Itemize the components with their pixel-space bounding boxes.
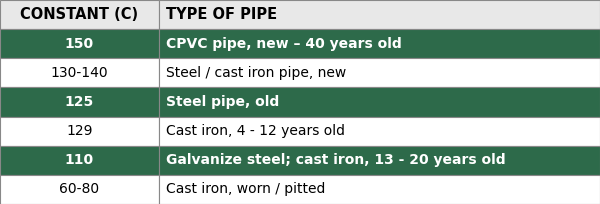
Bar — [0, 116, 159, 146]
Text: Steel / cast iron pipe, new: Steel / cast iron pipe, new — [166, 66, 346, 80]
Bar — [159, 88, 600, 116]
Bar — [159, 58, 600, 88]
Text: 110: 110 — [65, 153, 94, 167]
Text: CPVC pipe, new – 40 years old: CPVC pipe, new – 40 years old — [166, 37, 401, 51]
Bar — [0, 88, 159, 116]
Bar — [159, 116, 600, 146]
Text: 129: 129 — [66, 124, 93, 138]
Text: 60-80: 60-80 — [59, 182, 100, 196]
Bar — [159, 146, 600, 175]
Text: Cast iron, 4 - 12 years old: Cast iron, 4 - 12 years old — [166, 124, 344, 138]
Text: 130-140: 130-140 — [50, 66, 109, 80]
Bar — [0, 175, 159, 204]
Text: 125: 125 — [65, 95, 94, 109]
Bar — [159, 175, 600, 204]
Bar — [159, 0, 600, 29]
Text: CONSTANT (C): CONSTANT (C) — [20, 7, 139, 22]
Bar — [0, 58, 159, 88]
Bar — [0, 0, 159, 29]
Bar — [0, 146, 159, 175]
Text: TYPE OF PIPE: TYPE OF PIPE — [166, 7, 278, 22]
Bar — [159, 29, 600, 58]
Text: 150: 150 — [65, 37, 94, 51]
Text: Steel pipe, old: Steel pipe, old — [166, 95, 279, 109]
Text: Cast iron, worn / pitted: Cast iron, worn / pitted — [166, 182, 325, 196]
Bar — [0, 29, 159, 58]
Text: Galvanize steel; cast iron, 13 - 20 years old: Galvanize steel; cast iron, 13 - 20 year… — [166, 153, 505, 167]
